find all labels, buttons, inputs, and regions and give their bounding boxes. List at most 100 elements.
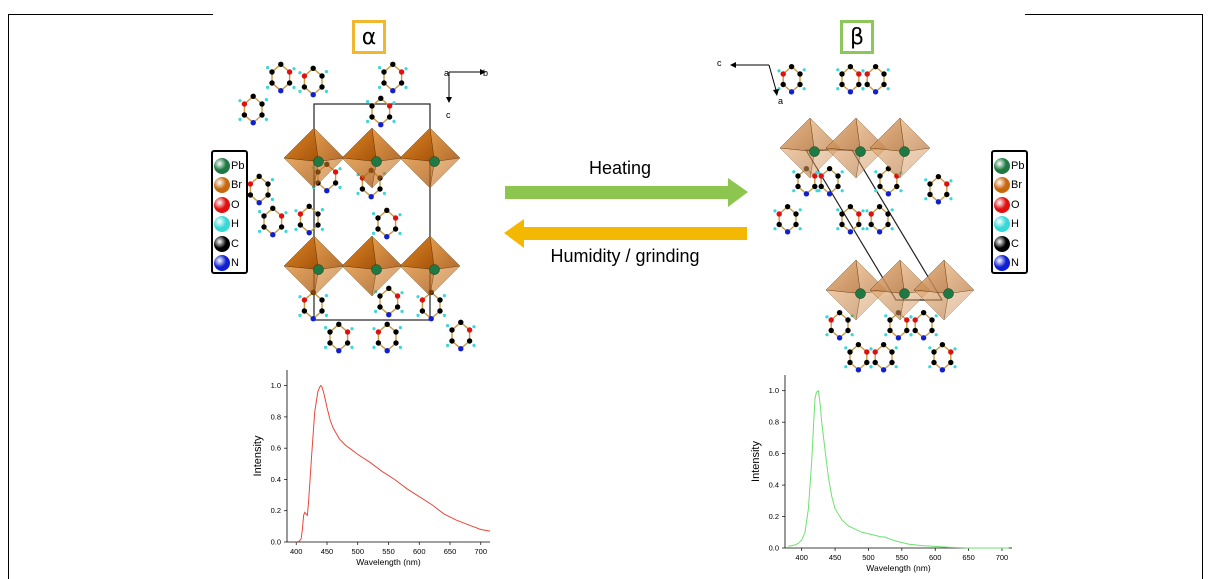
atom-h — [836, 68, 840, 72]
atom-n — [310, 92, 316, 98]
atom-c — [269, 80, 275, 86]
atom-c — [378, 95, 384, 102]
atom-h — [798, 208, 802, 212]
atom-c — [877, 173, 883, 179]
x-tick-label: 550 — [896, 553, 909, 562]
atom-o — [301, 73, 308, 79]
phase-beta-label: β — [840, 20, 874, 54]
pbbr6-octahedron-face — [825, 147, 861, 179]
legend-swatch-pb — [994, 157, 1010, 174]
atom-c — [449, 327, 455, 333]
atom-c — [927, 191, 933, 198]
atom-c — [839, 221, 845, 228]
atom-c — [776, 221, 782, 228]
pb-atom — [855, 288, 866, 299]
atom-h — [392, 119, 396, 123]
pb-atom — [429, 264, 440, 275]
atom-c — [929, 317, 935, 323]
legend-label-h: H — [1011, 218, 1019, 231]
atom-c — [780, 81, 786, 88]
atom-h — [324, 345, 328, 349]
atom-o — [375, 329, 382, 335]
y-tick-label: 0.4 — [271, 475, 281, 484]
atom-h — [949, 179, 953, 183]
pbbr6-octahedron-face — [399, 127, 435, 162]
pbbr6-octahedron-face — [825, 259, 861, 294]
atom-n — [390, 88, 396, 94]
atom-h — [366, 100, 370, 104]
atom-c — [856, 221, 862, 228]
atom-c — [375, 340, 382, 346]
atom-c — [904, 327, 910, 334]
atom-c — [306, 203, 312, 209]
atom-o — [332, 169, 339, 175]
atom-h — [372, 231, 376, 235]
spectrum-line-alpha-0 — [296, 384, 491, 543]
pbbr6-octahedron-face — [341, 235, 377, 270]
atom-h — [874, 170, 878, 174]
alpha-axis-label-c: c — [446, 110, 451, 120]
atom-h — [844, 346, 848, 350]
atom-h — [258, 229, 262, 233]
atom-c — [795, 173, 801, 179]
legend-swatch-c — [994, 235, 1010, 252]
pbbr6-octahedron-face — [913, 289, 949, 321]
atom-h — [934, 314, 938, 318]
atom-c — [797, 81, 803, 88]
pbbr6-octahedron-face — [341, 127, 377, 162]
atom-c — [377, 186, 383, 192]
alpha-emission-chart: 400 450 500 550 600 650 700 0.0 0.2 0.4 0.6 0.8 1.0 W… — [252, 370, 491, 567]
atom-h — [298, 89, 302, 93]
atom-c — [797, 71, 803, 77]
atom-h — [238, 99, 242, 103]
atom-h — [400, 291, 404, 295]
atom-n — [876, 229, 883, 235]
atom-o — [776, 211, 782, 217]
atom-n — [384, 348, 390, 354]
atom-n — [324, 188, 330, 194]
atom-n — [847, 89, 854, 95]
heating-arrow-shaft — [505, 186, 731, 199]
atom-h — [382, 191, 386, 195]
legend-item-pb: Pb — [993, 156, 1026, 176]
atom-h — [404, 67, 408, 71]
atom-o — [944, 181, 950, 187]
atom-h — [825, 333, 829, 337]
atom-h — [400, 309, 404, 313]
pbbr6-octahedron-face — [779, 117, 815, 152]
pb-atom — [899, 146, 910, 157]
atom-o — [948, 349, 954, 355]
atom-h — [909, 333, 913, 337]
y-tick-label: 0.2 — [769, 512, 779, 521]
atom-c — [241, 112, 248, 118]
atom-c — [912, 327, 918, 334]
atom-h — [320, 208, 324, 212]
atom-h — [266, 85, 270, 89]
atom-h — [350, 327, 354, 331]
legend-item-pb: Pb — [213, 156, 246, 176]
atom-c — [392, 226, 399, 232]
atom-c — [818, 183, 824, 190]
legend-label-c: C — [231, 237, 239, 250]
atom-h — [404, 85, 408, 89]
x-tick-label: 650 — [962, 553, 975, 562]
atom-o — [398, 69, 405, 75]
atom-h — [777, 69, 781, 73]
atom-o — [286, 69, 293, 75]
atom-h — [398, 213, 402, 217]
atom-h — [869, 347, 873, 351]
atom-c — [845, 327, 851, 334]
atom-c — [784, 203, 791, 210]
atom-h — [398, 345, 402, 349]
atom-c — [885, 211, 891, 217]
atom-c — [375, 215, 381, 221]
atom-h — [446, 324, 450, 328]
atom-n — [872, 89, 879, 95]
atom-o — [419, 297, 426, 303]
atom-h — [924, 178, 928, 182]
pb-atom — [899, 288, 910, 299]
atom-c — [868, 221, 874, 228]
atom-h — [861, 209, 865, 213]
y-tick-label: 1.0 — [769, 386, 779, 395]
pb-atom — [943, 288, 954, 299]
